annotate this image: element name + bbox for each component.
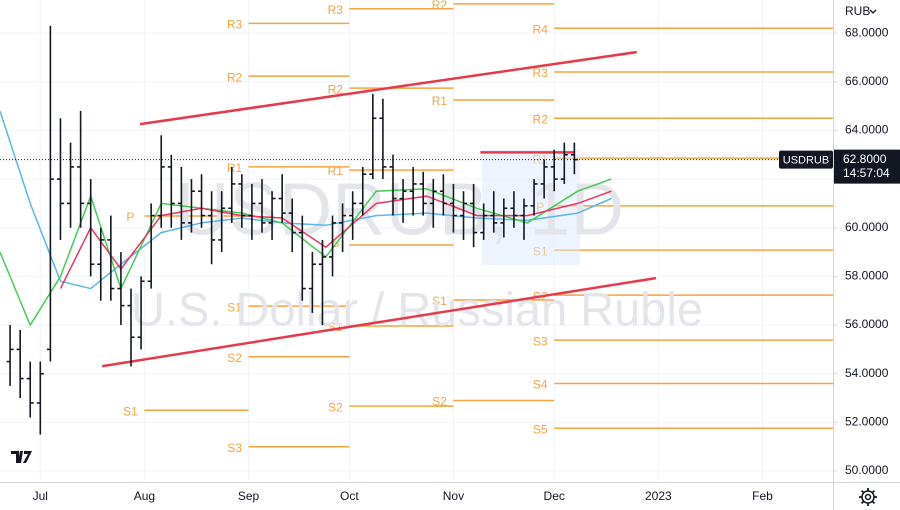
x-tick-label: 2023 [645, 489, 672, 503]
price-label: 62.8000 [843, 152, 887, 166]
x-tick-label: Jul [33, 489, 48, 503]
y-tick-label: 68.0000 [845, 25, 889, 39]
pivot-label: S2 [432, 395, 447, 409]
pivots: PS1R3R2R1S1S2S3R3R2R1PS1S2R2R1S1S2R4R3R2… [123, 0, 833, 455]
pivot-label: R1 [227, 161, 243, 175]
pivot-label: S3 [227, 441, 242, 455]
x-tick-label: Feb [752, 489, 773, 503]
x-tick-label: Sep [238, 489, 260, 503]
x-tick-label: Aug [134, 489, 155, 503]
pivot-label: P [331, 239, 339, 253]
pivot-label: S4 [533, 378, 548, 392]
tv-logo[interactable] [8, 444, 36, 470]
pivot-label: S2 [328, 400, 343, 414]
pivot-label: S2 [227, 351, 242, 365]
pivot-label: S1 [227, 300, 242, 314]
settings-button[interactable] [859, 488, 877, 506]
y-tick-label: 60.0000 [845, 220, 889, 234]
currency-selector[interactable]: RUB [845, 4, 870, 18]
y-tick-label: 54.0000 [845, 366, 889, 380]
gear-teeth [859, 488, 877, 506]
pivot-label: R2 [432, 0, 448, 12]
pivot-label: R2 [227, 70, 243, 84]
pivot-label: R3 [533, 66, 549, 80]
pivot-label: R2 [533, 112, 549, 126]
y-tick-label: 50.0000 [845, 463, 889, 477]
pivot-label: P [126, 210, 134, 224]
y-tick-label: 58.0000 [845, 269, 889, 283]
x-tick-label: Oct [340, 489, 359, 503]
price-badge [834, 149, 900, 184]
trendline [139, 50, 638, 126]
symbol-label: USDRUB [783, 155, 829, 167]
pivot-label: S3 [533, 334, 548, 348]
grid [0, 0, 833, 482]
axes: Jul Aug Sep Oct Nov Dec 2023 Feb 50.0000 52.0000 5… [33, 25, 900, 503]
symbol-badge [779, 150, 833, 169]
pivot-label: S1 [123, 404, 138, 418]
x-tick-label: Dec [544, 489, 565, 503]
pivot-label: R3 [328, 3, 344, 17]
trendlines [101, 50, 657, 368]
watermark-subtitle: U.S. Dollar / Russian Ruble [131, 282, 703, 335]
trendline [101, 276, 657, 368]
countdown-label: 14:57:04 [843, 166, 890, 180]
pivot-label: S5 [533, 422, 548, 436]
x-tick-label: Nov [443, 489, 464, 503]
pivot-label: S1 [432, 294, 447, 308]
logo-mark [11, 451, 32, 463]
pivot-label: R3 [227, 18, 243, 32]
y-tick-label: 52.0000 [845, 415, 889, 429]
currency-chevron[interactable] [869, 9, 877, 14]
y-tick-label: 56.0000 [845, 317, 889, 331]
pivot-label: R4 [533, 22, 549, 36]
y-tick-label: 66.0000 [845, 74, 889, 88]
gear-hub [864, 493, 872, 501]
pivot-label: R1 [432, 94, 448, 108]
moving-average [59, 190, 612, 289]
price-bars [0, 25, 833, 435]
pivot-label: R2 [328, 82, 344, 96]
pivot-label: R1 [328, 164, 344, 178]
y-tick-label: 64.0000 [845, 123, 889, 137]
